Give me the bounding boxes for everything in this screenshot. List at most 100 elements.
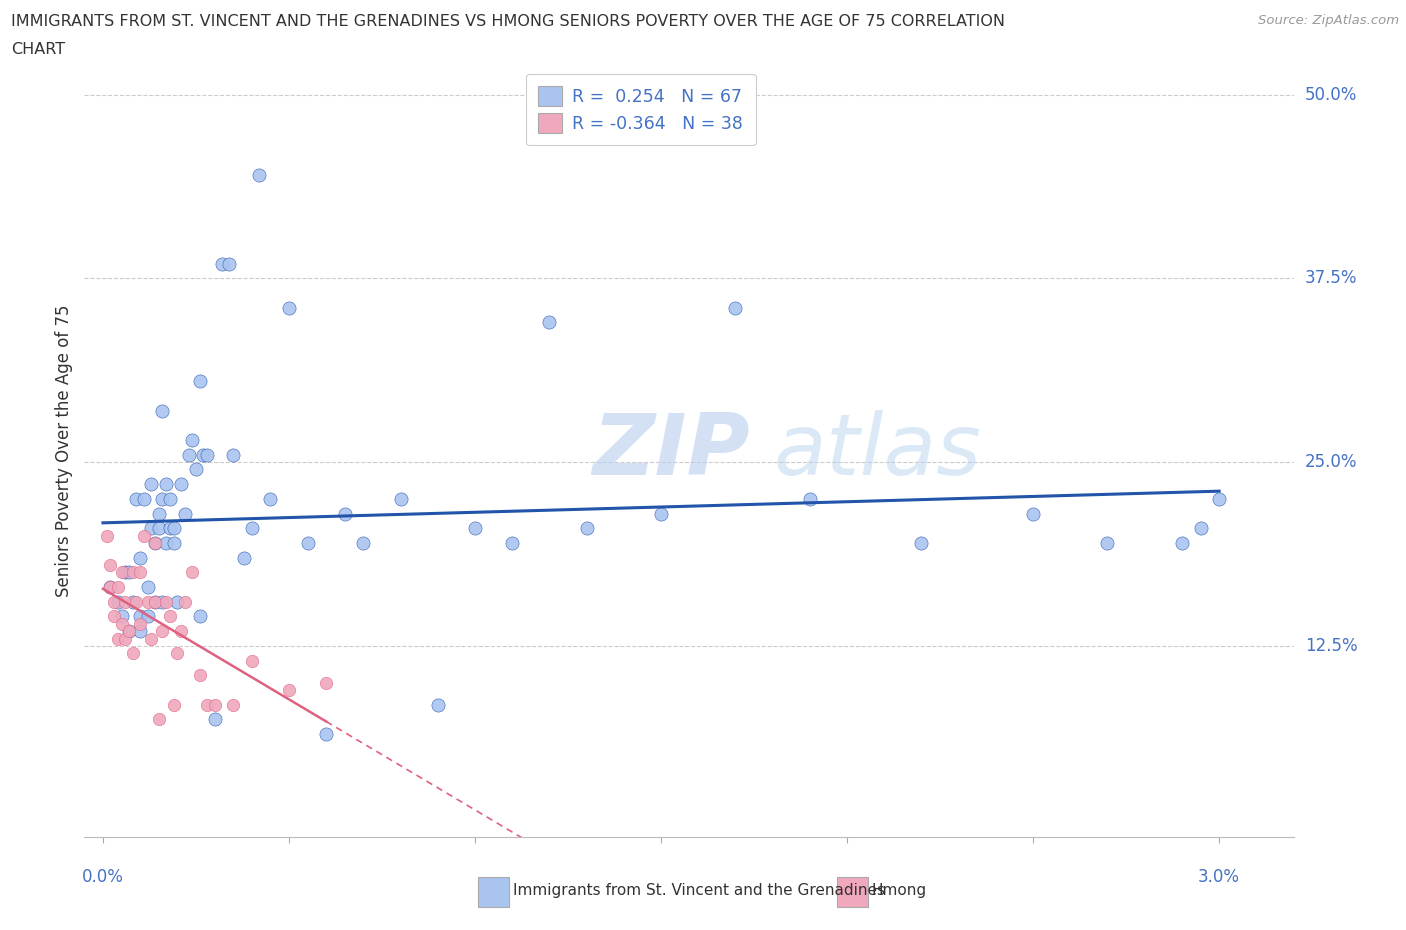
Point xyxy=(184,462,207,477)
Point xyxy=(125,594,148,609)
Point xyxy=(132,528,155,543)
Point xyxy=(1208,491,1230,506)
Point xyxy=(188,374,211,389)
Point xyxy=(118,624,141,639)
Point xyxy=(129,609,152,624)
Point xyxy=(193,447,215,462)
Point xyxy=(114,594,136,609)
Point xyxy=(163,536,186,551)
Point xyxy=(125,491,148,506)
Point xyxy=(100,579,122,594)
Point xyxy=(159,521,181,536)
Text: 50.0%: 50.0% xyxy=(1305,86,1357,103)
Point xyxy=(121,645,143,660)
Point xyxy=(352,536,374,551)
Point xyxy=(110,609,132,624)
Point xyxy=(538,315,561,330)
Text: 37.5%: 37.5% xyxy=(1305,270,1357,287)
Point xyxy=(148,521,170,536)
Point xyxy=(141,521,163,536)
Point xyxy=(129,617,152,631)
Point xyxy=(148,506,170,521)
Point xyxy=(103,609,125,624)
Point xyxy=(501,536,523,551)
Point xyxy=(233,551,256,565)
Point xyxy=(107,594,129,609)
Point xyxy=(100,579,122,594)
Point xyxy=(132,491,155,506)
Point xyxy=(121,594,143,609)
Text: 25.0%: 25.0% xyxy=(1305,453,1357,472)
Point xyxy=(204,698,226,712)
Point xyxy=(163,521,186,536)
Point xyxy=(181,565,204,579)
Point xyxy=(1171,536,1194,551)
Point xyxy=(1097,536,1119,551)
Point xyxy=(211,256,233,271)
Point xyxy=(799,491,821,506)
Point xyxy=(575,521,598,536)
Point xyxy=(426,698,449,712)
Point xyxy=(910,536,932,551)
Point xyxy=(166,645,188,660)
Point xyxy=(278,683,301,698)
Point xyxy=(136,609,159,624)
Point xyxy=(315,726,337,741)
Point xyxy=(218,256,240,271)
Point xyxy=(188,609,211,624)
Point xyxy=(143,536,166,551)
Point xyxy=(240,653,263,668)
Point xyxy=(163,698,186,712)
Text: Source: ZipAtlas.com: Source: ZipAtlas.com xyxy=(1258,14,1399,27)
Point xyxy=(166,594,188,609)
Point xyxy=(114,565,136,579)
Text: IMMIGRANTS FROM ST. VINCENT AND THE GRENADINES VS HMONG SENIORS POVERTY OVER THE: IMMIGRANTS FROM ST. VINCENT AND THE GREN… xyxy=(11,14,1005,29)
Point xyxy=(204,712,226,727)
Point xyxy=(222,447,245,462)
Text: atlas: atlas xyxy=(773,409,981,493)
Point xyxy=(152,404,174,418)
Point xyxy=(152,491,174,506)
Point xyxy=(315,675,337,690)
Point xyxy=(724,300,747,315)
Y-axis label: Seniors Poverty Over the Age of 75: Seniors Poverty Over the Age of 75 xyxy=(55,305,73,597)
Point xyxy=(103,594,125,609)
Point xyxy=(1189,521,1212,536)
Point xyxy=(143,536,166,551)
Point xyxy=(170,477,193,492)
Point xyxy=(118,624,141,639)
Point xyxy=(159,491,181,506)
Point xyxy=(155,536,177,551)
Point xyxy=(110,565,132,579)
Point xyxy=(118,565,141,579)
Point xyxy=(247,168,270,183)
Point xyxy=(148,712,170,727)
Point xyxy=(155,594,177,609)
Point xyxy=(333,506,356,521)
Point xyxy=(96,528,118,543)
Legend: R =  0.254   N = 67, R = -0.364   N = 38: R = 0.254 N = 67, R = -0.364 N = 38 xyxy=(526,73,755,145)
Point xyxy=(464,521,486,536)
Point xyxy=(114,631,136,646)
Point xyxy=(170,624,193,639)
Point xyxy=(173,506,195,521)
Text: 12.5%: 12.5% xyxy=(1305,637,1357,655)
Point xyxy=(259,491,281,506)
Point xyxy=(141,631,163,646)
Text: 3.0%: 3.0% xyxy=(1198,868,1240,885)
Point xyxy=(136,594,159,609)
Point xyxy=(107,631,129,646)
Point xyxy=(143,594,166,609)
Point xyxy=(129,624,152,639)
Point xyxy=(107,579,129,594)
Point xyxy=(297,536,319,551)
Point xyxy=(195,447,218,462)
Point xyxy=(650,506,672,521)
Text: 0.0%: 0.0% xyxy=(82,868,124,885)
Point xyxy=(173,594,195,609)
Point xyxy=(177,447,200,462)
Point xyxy=(143,594,166,609)
Text: CHART: CHART xyxy=(11,42,65,57)
Point xyxy=(129,551,152,565)
Text: ZIP: ZIP xyxy=(592,409,749,493)
